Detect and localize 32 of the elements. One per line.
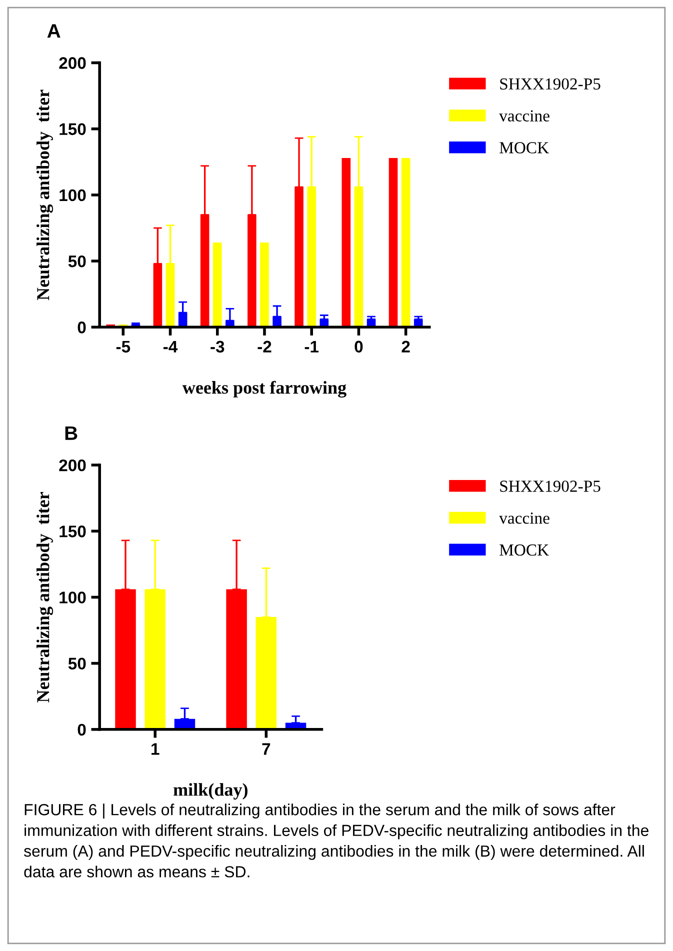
legend-label: MOCK — [500, 544, 549, 556]
caption: FIGURE 6 | Levels of neutralizing antibodies in the serum and the milk of sows after immunization with different strains. Levels of PEDV-specific neutralizing antibodies in the serum (A) and PEDV-specific neutralizing antibodies in the milk (B) were determined. All data are shown as means ± SD. — [24, 804, 648, 878]
x-tick-label: -1 — [304, 340, 319, 352]
legend-label: vaccine — [499, 110, 550, 122]
y-tick-label: 150 — [60, 123, 86, 136]
y-axis-title: Neutralizing antibody titer — [36, 90, 54, 300]
y-tick-label: 100 — [60, 592, 86, 604]
y-tick-label: 0 — [78, 724, 86, 736]
x-tick-label: 7 — [262, 743, 270, 755]
y-tick-label: 150 — [60, 526, 86, 538]
y-tick-label: 200 — [59, 459, 86, 472]
x-tick-label: -5 — [116, 340, 130, 353]
x-tick-label: -3 — [210, 340, 224, 353]
x-tick-label: 0 — [354, 340, 363, 353]
legend-label: MOCK — [500, 142, 549, 154]
y-tick-label: 100 — [60, 189, 86, 202]
x-tick-label: -4 — [164, 340, 178, 352]
chart-title: A — [47, 24, 60, 38]
x-tick-label: -2 — [258, 340, 272, 352]
legend-label: SHXX1902-P5 — [500, 78, 600, 90]
chart-title: B — [65, 426, 78, 440]
legend-label: vaccine — [499, 512, 550, 524]
y-tick-label: 50 — [68, 255, 86, 268]
x-tick-label: 2 — [402, 340, 410, 352]
legend-label: SHXX1902-P5 — [500, 480, 600, 492]
x-axis-title: weeks post farrowing — [182, 380, 346, 398]
x-tick-label: 1 — [152, 743, 160, 755]
x-axis-title: milk(day) — [174, 783, 248, 800]
y-axis-title: Neutralizing antibody titer — [36, 492, 54, 702]
y-tick-label: 50 — [68, 658, 86, 670]
y-tick-label: 200 — [59, 57, 86, 69]
y-tick-label: 0 — [78, 322, 86, 334]
